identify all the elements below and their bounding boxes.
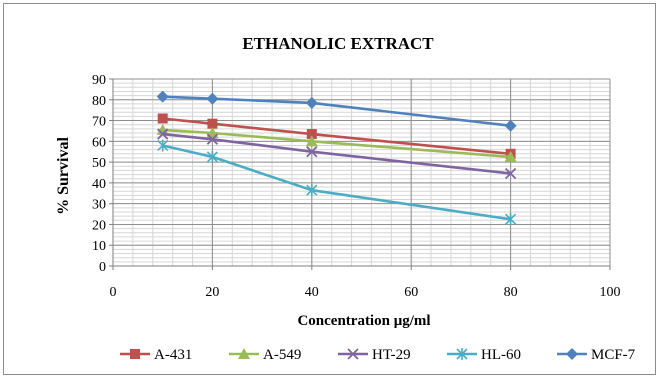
- x-tick-label: 0: [110, 285, 117, 300]
- y-tick-label: 60: [92, 135, 106, 150]
- star-marker-shape: [456, 348, 468, 360]
- series-line: [162, 95, 511, 128]
- legend-item: MCF-7: [557, 347, 636, 363]
- legend-label: MCF-7: [591, 347, 636, 363]
- data-point: [207, 118, 218, 129]
- data-point: [156, 90, 169, 103]
- legend-marker: [566, 348, 578, 360]
- data-point: [306, 184, 318, 197]
- data-point: [206, 133, 219, 145]
- legend-marker: [130, 349, 140, 359]
- y-tick-label: 80: [92, 94, 106, 109]
- y-tick-label: 70: [92, 115, 106, 130]
- y-tick-label: 10: [92, 239, 106, 254]
- x-marker-shape: [306, 146, 318, 158]
- legend-label: A-431: [154, 347, 192, 363]
- y-tick-label: 30: [92, 198, 106, 213]
- triangle-marker-shape: [305, 135, 318, 147]
- triangle-marker-shape: [504, 150, 517, 162]
- line-chart: ETHANOLIC EXTRACT 0 10 20 30 40 50 60 70 80 90 0 20…: [55, 34, 636, 363]
- square-marker-shape: [207, 118, 218, 129]
- star-marker-shape: [157, 139, 169, 152]
- series-line: [162, 117, 511, 156]
- x-tick-label: 100: [600, 285, 621, 300]
- legend-item: HT-29: [338, 347, 411, 363]
- series-line: [162, 132, 511, 175]
- x-tick-label: 40: [305, 285, 319, 300]
- x-tick-label: 80: [504, 285, 518, 300]
- legend-item: A-549: [229, 347, 301, 363]
- star-marker-shape: [306, 184, 318, 197]
- data-point: [157, 128, 169, 140]
- legend-label: HT-29: [372, 347, 411, 363]
- x-tick-label: 20: [205, 285, 219, 300]
- y-tick-label: 20: [92, 218, 106, 233]
- y-tick-label: 90: [92, 73, 106, 88]
- data-point: [305, 96, 318, 109]
- data-point: [157, 139, 169, 152]
- x-marker-shape: [206, 133, 219, 145]
- square-marker-shape: [157, 113, 168, 124]
- y-tick-label: 0: [99, 260, 106, 275]
- legend-marker: [347, 348, 359, 360]
- data-point: [504, 119, 517, 132]
- square-marker-shape: [306, 129, 317, 140]
- legend-label: A-549: [263, 347, 301, 363]
- data-point: [157, 113, 168, 124]
- x-axis-label: Concentration μg/ml: [297, 313, 430, 329]
- legend-marker: [238, 348, 250, 359]
- series-line: [162, 128, 511, 159]
- data-point: [306, 129, 317, 140]
- data-point: [206, 92, 219, 105]
- y-tick-label: 50: [92, 156, 106, 171]
- chart-title: ETHANOLIC EXTRACT: [242, 34, 434, 53]
- legend: A-431 A-549 HT-29 HL-60 MCF-7: [120, 347, 636, 363]
- diamond-marker-shape: [566, 348, 578, 360]
- diamond-marker-shape: [504, 119, 517, 132]
- grid: [112, 78, 611, 267]
- data-point: [206, 150, 218, 163]
- diamond-marker-shape: [305, 96, 318, 109]
- star-marker-shape: [505, 213, 517, 226]
- legend-marker: [456, 348, 468, 360]
- x-marker-shape: [347, 348, 359, 360]
- axes: 0 10 20 30 40 50 60 70 80 90 0 20 40 60 80 100: [92, 73, 621, 300]
- data-point: [504, 167, 517, 180]
- diamond-marker-shape: [156, 90, 169, 103]
- square-marker-shape: [130, 349, 140, 359]
- x-marker-shape: [504, 167, 517, 180]
- y-tick-label: 40: [92, 177, 106, 192]
- y-axis-label: % Survival: [55, 137, 72, 215]
- series-group: [156, 90, 517, 226]
- chart-frame: ETHANOLIC EXTRACT 0 10 20 30 40 50 60 70 80 90 0 20…: [3, 3, 656, 375]
- x-tick-label: 60: [404, 285, 418, 300]
- legend-item: HL-60: [447, 347, 521, 363]
- data-point: [305, 135, 318, 147]
- triangle-marker-shape: [238, 348, 250, 359]
- diamond-marker-shape: [206, 92, 219, 105]
- star-marker-shape: [206, 150, 218, 163]
- data-point: [306, 146, 318, 158]
- legend-label: HL-60: [481, 347, 521, 363]
- x-marker-shape: [157, 128, 169, 140]
- series-line: [162, 144, 511, 221]
- legend-item: A-431: [120, 347, 192, 363]
- data-point: [504, 150, 517, 162]
- data-point: [505, 213, 517, 226]
